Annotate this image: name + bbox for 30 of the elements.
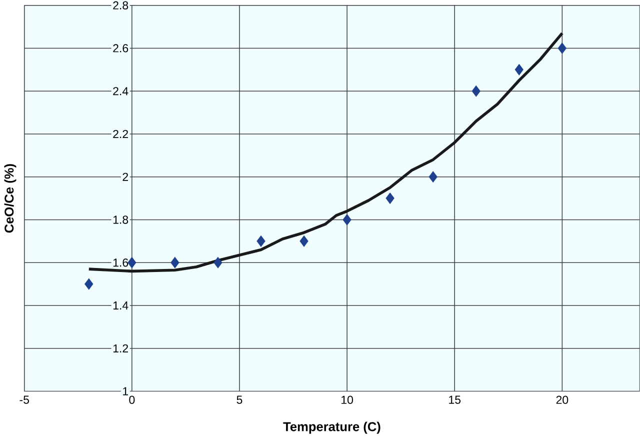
- point: [300, 236, 308, 247]
- y-tick-label: 1.2: [113, 344, 128, 352]
- point: [128, 256, 136, 268]
- y-tick-label: 1: [123, 387, 128, 396]
- y-tick-label: 2: [122, 172, 128, 181]
- point: [84, 278, 94, 290]
- point: [214, 256, 222, 268]
- y-tick-label: 1.4: [113, 302, 128, 310]
- y-tick-label: 1.6: [113, 258, 128, 267]
- x-tick-label: -5: [20, 396, 29, 404]
- y-tick-label: 1.8: [113, 216, 128, 224]
- x-axis-title: Temperature (C): [283, 422, 380, 434]
- point: [514, 64, 524, 76]
- point: [170, 256, 180, 268]
- point: [256, 236, 266, 247]
- x-tick-label: 15: [449, 396, 461, 404]
- point: [428, 171, 438, 182]
- point: [386, 192, 394, 204]
- x-tick-label: 10: [342, 396, 354, 404]
- y-tick-label: 2.4: [113, 87, 128, 96]
- y-tick-label: 2.8: [113, 1, 128, 10]
- y-axis-title: CeO/Ce (%): [4, 164, 16, 233]
- y-tick-label: 2.6: [113, 44, 128, 52]
- y-tick-label: 2.2: [113, 130, 128, 138]
- x-tick-label: 0: [129, 396, 135, 404]
- x-tick-label: 5: [236, 396, 242, 404]
- point: [472, 85, 480, 97]
- point: [558, 42, 566, 54]
- point: [342, 214, 352, 226]
- x-tick-label: 20: [556, 396, 568, 404]
